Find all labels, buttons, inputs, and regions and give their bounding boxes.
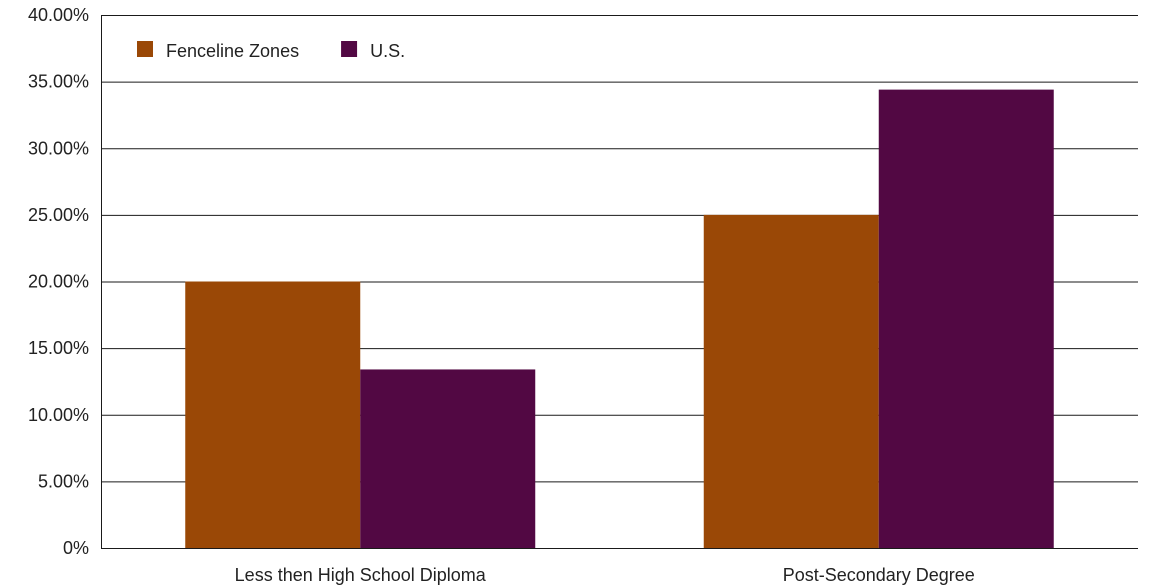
legend-swatch-1 xyxy=(341,41,358,57)
bar-series-0-cat-0 xyxy=(185,281,361,548)
y-tick-label-7: 35.00% xyxy=(28,72,89,92)
y-tick-label-4: 20.00% xyxy=(28,272,89,292)
bar-series-1-cat-1 xyxy=(878,89,1054,549)
y-tick-label-3: 15.00% xyxy=(28,338,89,358)
bar-series-0-cat-1 xyxy=(703,214,879,548)
y-tick-label-8: 40.00% xyxy=(28,5,89,25)
y-tick-label-2: 10.00% xyxy=(28,405,89,425)
bar-series-1-cat-0 xyxy=(360,369,536,548)
x-category-label-0: Less then High School Diploma xyxy=(235,565,487,585)
y-axis-tick-labels: 0% 5.00% 10.00% 15.00% 20.00% 25.00% 30.00% 35.… xyxy=(28,5,89,558)
x-category-label-1: Post-Secondary Degree xyxy=(783,565,975,585)
y-tick-label-0: 0% xyxy=(63,538,89,558)
legend-swatch-0 xyxy=(137,41,153,57)
y-tick-label-5: 25.00% xyxy=(28,205,89,225)
legend: Fenceline Zones U.S. xyxy=(137,41,405,61)
bar-series xyxy=(185,89,1054,549)
y-tick-label-6: 30.00% xyxy=(28,138,89,158)
legend-label-1: U.S. xyxy=(370,41,405,61)
legend-label-0: Fenceline Zones xyxy=(166,41,299,61)
x-axis-category-labels: Less then High School Diploma Post-Second… xyxy=(235,565,975,585)
y-tick-label-1: 5.00% xyxy=(38,471,89,491)
